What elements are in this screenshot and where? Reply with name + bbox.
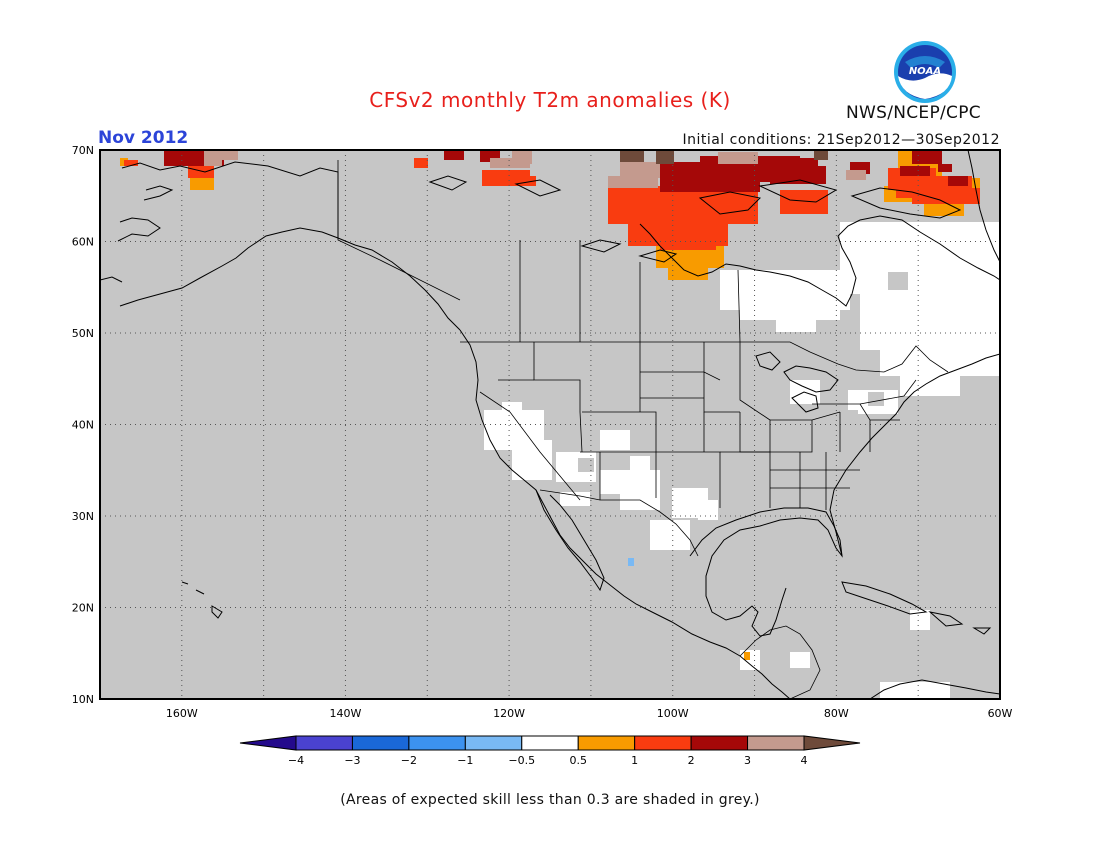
anomaly-cell bbox=[900, 166, 930, 176]
lat-tick-label: 40N bbox=[72, 419, 94, 432]
anomaly-cell bbox=[868, 392, 884, 406]
anomaly-cell bbox=[560, 492, 590, 506]
lon-tick-label: 160W bbox=[166, 707, 198, 720]
chart-title: CFSv2 monthly T2m anomalies (K) bbox=[369, 88, 731, 112]
forecast-month: Nov 2012 bbox=[98, 128, 189, 148]
anomaly-cell bbox=[938, 164, 952, 172]
colorbar-box bbox=[577, 735, 636, 751]
colorbar-tick-label: −4 bbox=[288, 754, 304, 767]
anomaly-cell bbox=[910, 610, 930, 630]
anomaly-cell bbox=[668, 260, 708, 280]
anomaly-cell bbox=[948, 176, 968, 186]
anomaly-cell bbox=[620, 162, 660, 178]
colorbar-box bbox=[408, 735, 466, 751]
colorbar-tick-label: −1 bbox=[457, 754, 473, 767]
lat-tick-label: 60N bbox=[72, 236, 94, 249]
colorbar-box bbox=[690, 735, 749, 751]
anomaly-cell bbox=[190, 176, 214, 190]
axis-labels: 160W 140W 120W 100W 80W 60W 10N 20N 30N 40N 50N 60N… bbox=[72, 144, 1013, 720]
anomaly-cell bbox=[444, 150, 464, 160]
anomaly-cell bbox=[790, 652, 810, 668]
anomaly-cell bbox=[900, 376, 960, 396]
colorbar-tick-label: 1 bbox=[631, 754, 638, 767]
anomaly-cell bbox=[660, 238, 716, 250]
anomaly-cell bbox=[888, 272, 908, 290]
skill-footnote: (Areas of expected skill less than 0.3 a… bbox=[340, 792, 760, 808]
anomaly-cell bbox=[488, 400, 500, 410]
map-frame bbox=[99, 149, 1001, 700]
lon-tick-label: 80W bbox=[824, 707, 849, 720]
anomaly-cell bbox=[650, 520, 690, 550]
anomaly-cell bbox=[880, 682, 950, 699]
anomaly-cell bbox=[880, 346, 1000, 376]
colorbar-tick-label: 4 bbox=[801, 754, 808, 767]
organization-label: NWS/NCEP/CPC bbox=[846, 103, 981, 123]
anomaly-cell bbox=[840, 222, 1000, 294]
anomaly-cell bbox=[940, 188, 980, 204]
colorbar-box bbox=[464, 735, 523, 751]
anomaly-cell bbox=[502, 402, 522, 422]
anomaly-cell bbox=[912, 150, 942, 164]
anomaly-cell bbox=[490, 158, 530, 168]
anomaly-cell bbox=[718, 152, 758, 164]
anomaly-cell bbox=[608, 176, 658, 188]
lon-tick-label: 140W bbox=[330, 707, 362, 720]
anomaly-cell bbox=[414, 158, 428, 168]
anomaly-cell bbox=[840, 410, 858, 424]
lon-tick-label: 60W bbox=[988, 707, 1013, 720]
anomaly-cell bbox=[628, 558, 634, 566]
noaa-logo-text: NOAA bbox=[909, 66, 941, 77]
anomaly-cell bbox=[600, 430, 630, 450]
anomaly-cell bbox=[620, 150, 644, 162]
lat-tick-label: 20N bbox=[72, 602, 94, 615]
anomaly-cell bbox=[770, 166, 826, 184]
colorbar-tick-label: −3 bbox=[344, 754, 360, 767]
colorbar-box bbox=[521, 735, 579, 751]
colorbar-tick-label: −0.5 bbox=[508, 754, 535, 767]
lat-tick-label: 50N bbox=[72, 327, 94, 340]
anomaly-cell bbox=[508, 176, 536, 186]
lat-tick-label: 70N bbox=[72, 144, 94, 157]
anomaly-cell bbox=[204, 150, 222, 166]
colorbar-high-arrow bbox=[803, 735, 861, 751]
lon-tick-label: 100W bbox=[657, 707, 689, 720]
anomaly-cell bbox=[776, 312, 816, 332]
colorbar-box bbox=[634, 735, 692, 751]
initial-conditions: Initial conditions: 21Sep2012—30Sep2012 bbox=[682, 132, 1000, 148]
colorbar-tick-label: −2 bbox=[401, 754, 417, 767]
colorbar-box bbox=[351, 735, 410, 751]
colorbar-tick-label: 2 bbox=[688, 754, 695, 767]
colorbar-low-arrow bbox=[239, 735, 297, 751]
anomaly-cell bbox=[656, 150, 674, 164]
colorbar-tick-label: 3 bbox=[744, 754, 751, 767]
colorbar-box bbox=[747, 735, 805, 751]
lat-tick-label: 10N bbox=[72, 693, 94, 706]
anomaly-cell bbox=[698, 500, 718, 520]
anomaly-cell bbox=[820, 346, 832, 356]
anomaly-cell bbox=[124, 160, 138, 166]
anomaly-cell bbox=[578, 458, 594, 472]
colorbar-tick-label: 0.5 bbox=[569, 754, 587, 767]
anomaly-cell bbox=[780, 190, 828, 214]
lat-tick-label: 30N bbox=[72, 510, 94, 523]
colorbar-box bbox=[295, 735, 353, 751]
anomaly-cell bbox=[512, 440, 552, 480]
anomaly-cell bbox=[744, 652, 750, 660]
anomaly-cell bbox=[798, 158, 818, 168]
anomaly-cell bbox=[214, 150, 238, 160]
anomaly-cell bbox=[846, 170, 866, 180]
noaa-logo: NOAA bbox=[894, 41, 956, 103]
anomaly-cell bbox=[814, 150, 828, 160]
anomaly-cell bbox=[860, 290, 1000, 350]
state-borders bbox=[337, 160, 949, 699]
colorbar: −4 −3 −2 −1 −0.5 0.5 1 2 3 4 bbox=[239, 735, 861, 767]
lon-tick-label: 120W bbox=[493, 707, 525, 720]
anomaly-cell bbox=[188, 166, 214, 178]
anomaly-cell bbox=[630, 456, 650, 470]
